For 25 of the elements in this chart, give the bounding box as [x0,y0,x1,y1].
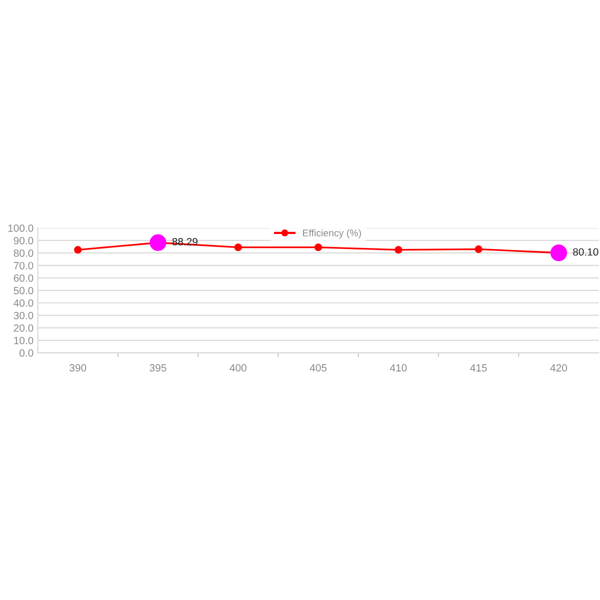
point [314,244,322,252]
y-tick-label: 30.0 [14,312,34,320]
x-tick-label: 390 [70,364,86,372]
point [74,246,82,254]
y-tick-label: 70.0 [14,262,34,270]
point [394,246,402,254]
y-tick-label: 0.0 [20,349,34,357]
x-tick-label: 405 [310,364,327,372]
y-tick-label: 20.0 [14,324,34,332]
y-tick-label: 50.0 [14,286,34,294]
point [474,245,482,254]
x-tick-label: 400 [230,364,246,372]
x-tick-label: 410 [390,364,407,372]
y-tick-label: 40.0 [14,299,34,307]
point [234,244,242,252]
data-label: 80.10 [573,248,598,256]
x-tick-label: 420 [550,364,568,372]
legend-label: Efficiency (%) [303,229,361,238]
x-tick-label: 415 [470,364,487,372]
y-tick-label: 60.0 [14,274,34,282]
x-tick-label: 395 [150,364,166,372]
y-tick-label: 90.0 [14,236,34,244]
y-tick-label: 10.0 [14,336,34,344]
y-tick-label: 100.0 [8,224,34,232]
y-tick-label: 80.0 [14,249,34,257]
